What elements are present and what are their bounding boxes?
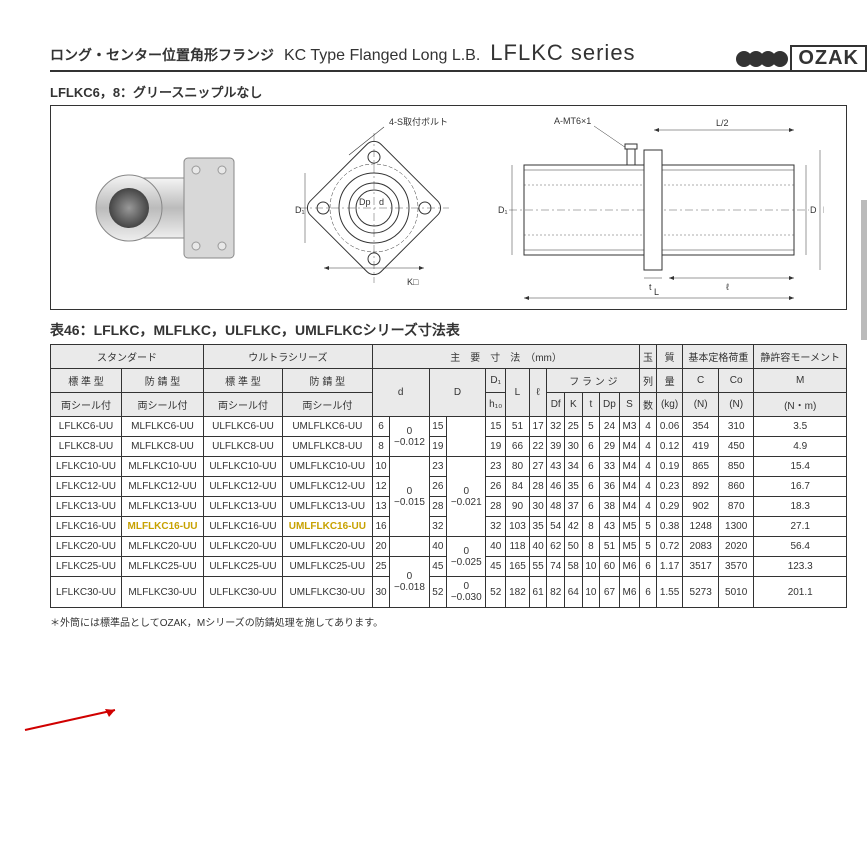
bolt-label: 4-S取付ボルト	[389, 117, 448, 127]
dimension-table: スタンダードウルトラシリーズ主 要 寸 法 （mm）玉質基本定格荷重静許容モーメ…	[50, 344, 847, 608]
D-label: D	[810, 205, 817, 215]
sub-note: LFLKC6，8：グリースニップルなし	[50, 82, 847, 101]
render-3d-icon	[74, 118, 254, 298]
table-row: LFLKC6-UUMLFLKC6-UUULFLKC6-UUUMLFLKC6-UU…	[51, 417, 847, 437]
t-label: t	[649, 282, 652, 292]
flange-front-diagram: 4-S取付ボルト Dp d D₁ K□	[289, 113, 459, 303]
Df-label: Df	[823, 205, 824, 215]
table-body: LFLKC6-UUMLFLKC6-UUULFLKC6-UUUMLFLKC6-UU…	[51, 417, 847, 608]
arrow-icon	[20, 705, 140, 735]
amt-label: A-MT6×1	[554, 116, 591, 126]
dp-label: Dp	[359, 197, 371, 207]
title-jp: ロング・センター位置角形フランジ	[50, 45, 274, 65]
d1-label: D₁	[295, 205, 305, 215]
k-label: K□	[407, 277, 419, 287]
side-section-diagram: A-MT6×1 L/2 D Df D₁	[494, 110, 824, 305]
table-title: 表46：LFLKC，MLFLKC，ULFLKC，UMLFLKCシリーズ寸法表	[50, 320, 847, 340]
d-label: d	[379, 197, 384, 207]
title-row: ロング・センター位置角形フランジ KC Type Flanged Long L.…	[50, 40, 847, 72]
table-row: LFLKC10-UUMLFLKC10-UUULFLKC10-UUUMLFLKC1…	[51, 457, 847, 477]
D1-side-label: D₁	[498, 205, 508, 215]
page: ロング・センター位置角形フランジ KC Type Flanged Long L.…	[0, 0, 867, 860]
brand-dots-icon	[736, 51, 784, 67]
table-head: スタンダードウルトラシリーズ主 要 寸 法 （mm）玉質基本定格荷重静許容モーメ…	[51, 345, 847, 417]
l2-label: L/2	[716, 118, 729, 128]
title-en: KC Type Flanged Long L.B.	[284, 47, 480, 65]
diagram-box: 4-S取付ボルト Dp d D₁ K□	[50, 105, 847, 310]
ell-label: ℓ	[726, 282, 730, 292]
table-row: LFLKC20-UUMLFLKC20-UUULFLKC20-UUUMLFLKC2…	[51, 537, 847, 557]
brand-logo: OZAK	[790, 45, 867, 72]
footnote: ＊外筒には標準品としてOZAK，Mシリーズの防錆処理を施してあります。	[50, 614, 847, 629]
L-label: L	[654, 287, 659, 297]
table-row: LFLKC30-UUMLFLKC30-UUULFLKC30-UUUMLFLKC3…	[51, 577, 847, 608]
title-series: LFLKC series	[490, 40, 635, 66]
side-tab	[861, 200, 867, 340]
brand-row: OZAK	[736, 45, 867, 72]
